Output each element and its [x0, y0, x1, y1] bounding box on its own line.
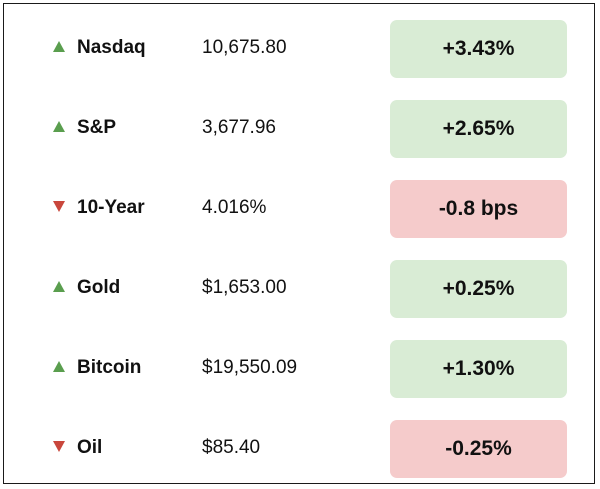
instrument-name: S&P: [77, 117, 117, 138]
market-row-nasdaq: Nasdaq 10,675.80 +3.43%: [4, 20, 594, 78]
market-row-10-year: 10-Year 4.016% -0.8 bps: [4, 180, 594, 238]
instrument-value: 4.016%: [202, 197, 267, 218]
change-badge: +2.65%: [390, 100, 567, 158]
triangle-up-icon: [53, 281, 65, 292]
instrument-name: Nasdaq: [77, 37, 146, 58]
market-row-oil: Oil $85.40 -0.25%: [4, 420, 594, 478]
market-row-bitcoin: Bitcoin $19,550.09 +1.30%: [4, 340, 594, 398]
instrument-value: $85.40: [202, 437, 261, 458]
instrument-name: 10-Year: [77, 197, 145, 218]
market-row-gold: Gold $1,653.00 +0.25%: [4, 260, 594, 318]
change-badge: +3.43%: [390, 20, 567, 78]
change-badge: +0.25%: [390, 260, 567, 318]
change-badge: -0.25%: [390, 420, 567, 478]
instrument-name: Gold: [77, 277, 121, 298]
triangle-up-icon: [53, 361, 65, 372]
market-summary-panel: Nasdaq 10,675.80 +3.43% S&P 3,677.96 +2.…: [3, 3, 595, 484]
instrument-value: 10,675.80: [202, 37, 287, 58]
instrument-value: $1,653.00: [202, 277, 287, 298]
change-badge: -0.8 bps: [390, 180, 567, 238]
change-badge: +1.30%: [390, 340, 567, 398]
instrument-name: Oil: [77, 437, 103, 458]
market-row-sp: S&P 3,677.96 +2.65%: [4, 100, 594, 158]
instrument-value: $19,550.09: [202, 357, 298, 378]
triangle-down-icon: [53, 441, 65, 452]
instrument-name: Bitcoin: [77, 357, 142, 378]
triangle-up-icon: [53, 41, 65, 52]
triangle-up-icon: [53, 121, 65, 132]
instrument-value: 3,677.96: [202, 117, 276, 138]
triangle-down-icon: [53, 201, 65, 212]
